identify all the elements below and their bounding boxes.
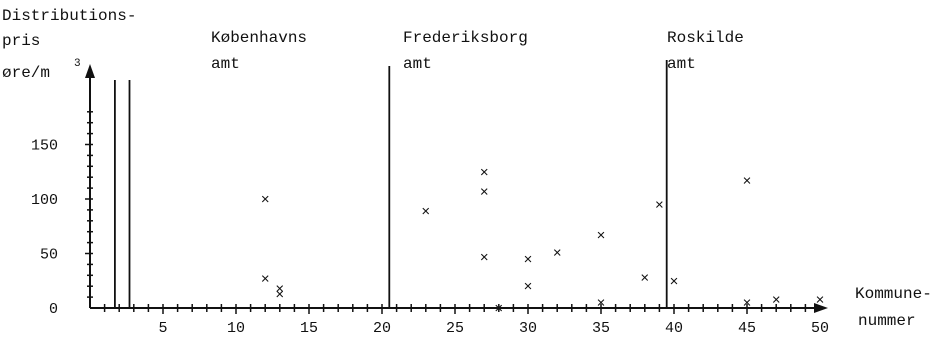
data-point: ×	[494, 301, 503, 318]
region-label-roskilde-line-2: amt	[667, 55, 696, 73]
y-tick-label: 0	[49, 301, 58, 318]
y-axis-label-line-1: Distributions-	[2, 7, 136, 25]
x-tick-label: 30	[519, 320, 537, 337]
x-axis-arrow	[814, 303, 828, 313]
region-label-frederiksborg-line-2: amt	[403, 55, 432, 73]
x-tick-label: 35	[592, 320, 610, 337]
data-point: ×	[742, 173, 751, 190]
data-point: ×	[596, 228, 605, 245]
x-tick-label: 20	[373, 320, 391, 337]
data-point: ×	[480, 165, 489, 182]
y-axis-label-line-2: pris	[2, 32, 40, 50]
x-axis-label-line-2: nummer	[858, 312, 916, 330]
data-point: ×	[480, 184, 489, 201]
region-label-frederiksborg-line-1: Frederiksborg	[403, 29, 528, 47]
data-point: ×	[655, 197, 664, 214]
y-axis-arrow	[85, 64, 95, 78]
x-tick-label: 5	[158, 320, 167, 337]
data-point: ×	[669, 274, 678, 291]
data-point: ×	[275, 281, 284, 298]
y-tick-label: 50	[40, 247, 58, 264]
data-point: ×	[421, 204, 430, 221]
y-tick-label: 100	[31, 192, 58, 209]
x-tick-label: 50	[811, 320, 829, 337]
region-dividers	[114, 60, 668, 308]
data-point: ×	[480, 250, 489, 267]
x-tick-label: 40	[665, 320, 683, 337]
x-tick-label: 45	[738, 320, 756, 337]
data-point: ×	[815, 292, 824, 309]
axes: 5 10 15 20 25 30 35 40 45 50 0 50 100 150	[31, 64, 829, 337]
data-point: ×	[772, 292, 781, 309]
x-tick-label: 15	[300, 320, 318, 337]
chart-labels: Distributions- pris øre/m 3 Kommune- num…	[2, 7, 932, 330]
x-tick-label: 10	[227, 320, 245, 337]
data-point: ×	[640, 270, 649, 287]
data-point: ×	[261, 272, 270, 289]
data-point: ×	[275, 287, 284, 304]
y-axis-unit: øre/m	[2, 64, 50, 82]
region-label-kobenhavn-line-1: Københavns	[211, 29, 307, 47]
y-axis-unit-superscript: 3	[74, 58, 81, 70]
data-point: ×	[261, 192, 270, 209]
data-point: ×	[523, 279, 532, 296]
data-point: ×	[523, 252, 532, 269]
x-tick-label: 25	[446, 320, 464, 337]
data-point: ×	[742, 296, 751, 313]
x-axis-label-line-1: Kommune-	[855, 285, 932, 303]
data-points: ××××××××××××××××××× × ×	[261, 165, 825, 318]
region-label-roskilde-line-1: Roskilde	[667, 29, 744, 47]
region-label-kobenhavn-line-2: amt	[211, 55, 240, 73]
y-tick-label: 150	[31, 138, 58, 155]
data-point: ×	[553, 245, 562, 262]
data-point: ×	[596, 296, 605, 313]
